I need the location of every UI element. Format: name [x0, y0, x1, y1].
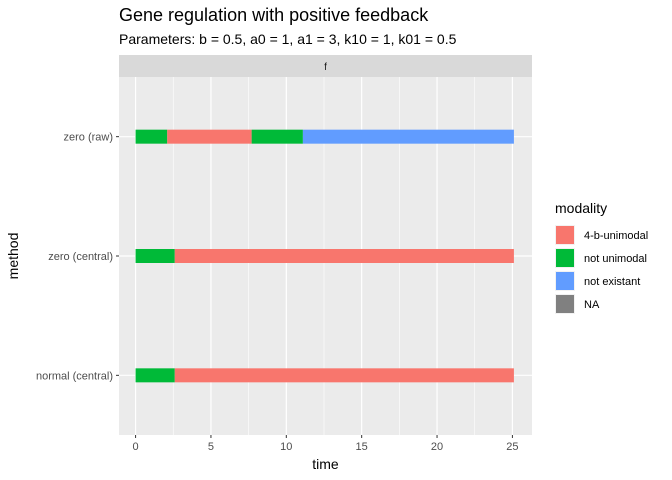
x-tick-label: 20	[431, 441, 443, 453]
facet-strip-label: f	[324, 62, 327, 73]
bar-segment	[135, 129, 168, 144]
legend-label: not existant	[584, 276, 640, 288]
y-axis-title: method	[5, 233, 21, 280]
bar-segment	[174, 249, 514, 263]
facet-strip	[119, 55, 532, 77]
x-tick-label: 5	[208, 441, 214, 453]
x-tick-label: 0	[133, 441, 139, 453]
x-axis-ticks: 0 5 10 15 20 25	[133, 435, 519, 453]
legend-swatch	[556, 226, 574, 244]
y-tick-label: zero (raw)	[63, 132, 113, 144]
x-tick-label: 25	[506, 441, 518, 453]
legend: modality 4-b-unimodal not unimodal not exi…	[555, 200, 648, 314]
legend-title: modality	[555, 200, 607, 216]
legend-swatch	[556, 295, 574, 313]
y-tick-label: zero (central)	[48, 251, 113, 263]
chart-title: Gene regulation with positive feedback	[119, 5, 429, 25]
bar-segment	[135, 249, 175, 263]
bar-segment	[302, 129, 514, 144]
x-tick-label: 15	[356, 441, 368, 453]
bar-segment	[135, 368, 175, 383]
chart-subtitle: Parameters: b = 0.5, a0 = 1, a1 = 3, k10…	[119, 31, 457, 47]
y-axis-ticks: zero (raw) zero (central) normal (central)	[36, 132, 119, 382]
legend-label: 4-b-unimodal	[584, 230, 648, 242]
legend-swatch	[556, 249, 574, 267]
legend-label: not unimodal	[584, 253, 647, 265]
bar-segment	[167, 129, 252, 144]
x-tick-label: 10	[280, 441, 292, 453]
bar-segments	[135, 129, 514, 383]
y-tick-label: normal (central)	[36, 370, 113, 382]
legend-swatch	[556, 272, 574, 290]
legend-label: NA	[584, 299, 600, 311]
bar-segment	[174, 368, 514, 383]
x-axis-title: time	[312, 456, 339, 472]
bar-segment	[251, 129, 303, 144]
